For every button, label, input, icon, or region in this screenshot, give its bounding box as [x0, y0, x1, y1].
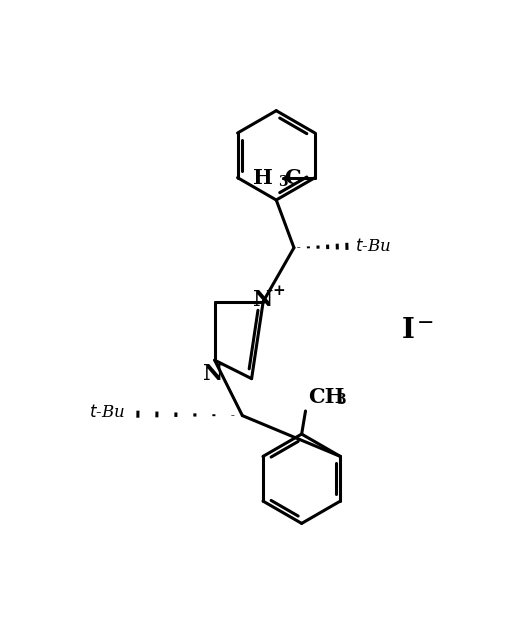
- Text: −: −: [417, 314, 435, 333]
- Text: C: C: [284, 168, 301, 188]
- Text: H: H: [254, 168, 274, 188]
- Text: CH: CH: [308, 387, 344, 407]
- Text: 3: 3: [278, 175, 288, 189]
- Text: $t$-Bu: $t$-Bu: [90, 404, 125, 421]
- Text: I: I: [402, 317, 414, 344]
- Text: N: N: [203, 364, 223, 385]
- Text: +: +: [272, 284, 285, 298]
- Text: 3: 3: [336, 393, 346, 407]
- Text: $t$-Bu: $t$-Bu: [355, 237, 391, 255]
- Text: N: N: [253, 289, 274, 311]
